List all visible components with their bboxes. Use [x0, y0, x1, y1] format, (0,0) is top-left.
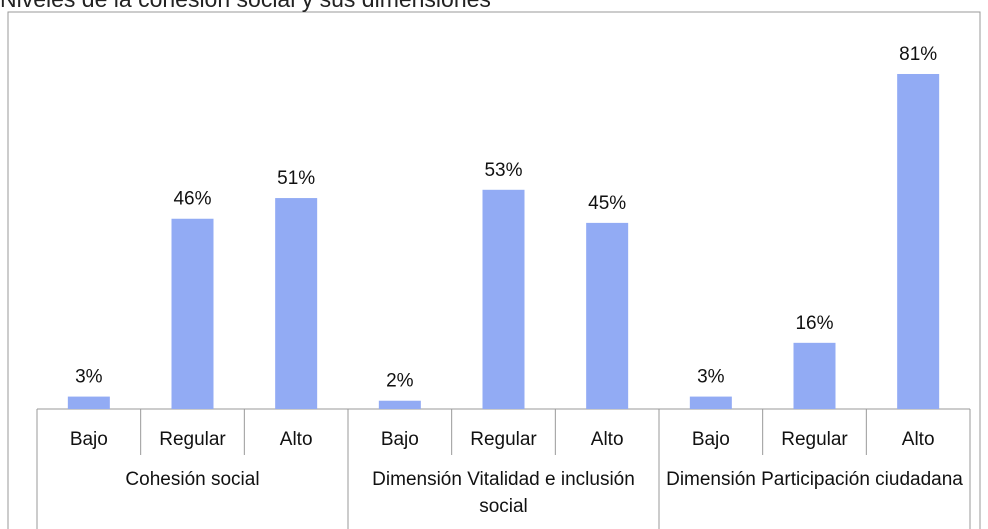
- x-tick-label: Regular: [781, 429, 848, 450]
- x-tick-label: Regular: [159, 429, 226, 450]
- x-tick-label: Bajo: [381, 429, 419, 450]
- bar: [689, 396, 732, 409]
- data-label: 45%: [588, 193, 626, 214]
- bar: [482, 189, 525, 409]
- data-label: 81%: [899, 44, 937, 65]
- data-label: 53%: [484, 160, 522, 181]
- group-label: Dimensión Vitalidad e inclusión social: [372, 469, 635, 517]
- x-tick-label: Alto: [902, 429, 935, 450]
- bar: [275, 198, 318, 409]
- x-tick-label: Alto: [591, 429, 624, 450]
- data-label: 2%: [386, 371, 414, 392]
- bar: [171, 218, 214, 409]
- bar: [67, 396, 110, 409]
- chart-frame: [7, 11, 981, 529]
- data-label: 3%: [75, 367, 103, 388]
- data-label: 3%: [697, 367, 725, 388]
- group-label: Dimensión Participación ciudadana: [666, 469, 963, 490]
- bar: [897, 73, 940, 409]
- data-label: 51%: [277, 168, 315, 189]
- x-tick-label: Bajo: [692, 429, 730, 450]
- x-tick-label: Regular: [470, 429, 537, 450]
- chart-title: Niveles de la cohesión social y sus dime…: [0, 0, 491, 13]
- bar: [793, 342, 836, 409]
- data-label: 46%: [173, 189, 211, 210]
- x-tick-label: Bajo: [70, 429, 108, 450]
- bar: [586, 222, 629, 409]
- bar: [378, 400, 421, 409]
- data-label: 16%: [795, 313, 833, 334]
- x-tick-label: Alto: [280, 429, 313, 450]
- group-label: Cohesión social: [125, 469, 260, 490]
